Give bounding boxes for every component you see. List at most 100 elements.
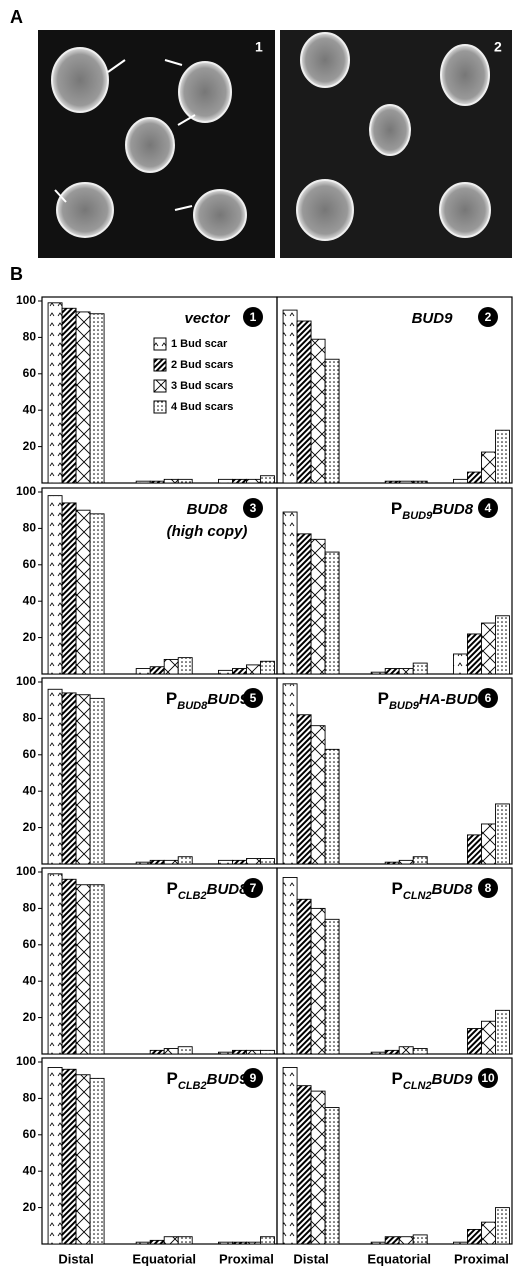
y-tick-label: 40 [23, 1163, 37, 1177]
bar [177, 478, 193, 484]
bar [481, 1020, 496, 1055]
y-tick-label: 100 [16, 1054, 36, 1068]
bar [495, 429, 510, 484]
bar [75, 509, 91, 675]
legend-label: 2 Bud scars [171, 359, 233, 371]
chart-title: BUD9 [412, 310, 453, 327]
bar [231, 478, 247, 484]
bar [310, 907, 326, 1055]
bar [163, 1048, 179, 1055]
panel-number: 6 [485, 691, 492, 705]
bar [75, 884, 91, 1055]
bar [61, 502, 77, 675]
title-subscript: CLB2 [178, 890, 207, 902]
bar [89, 1077, 105, 1245]
bar [412, 1048, 428, 1055]
bar [481, 451, 496, 484]
bar [217, 478, 233, 484]
panel-number-badge [478, 307, 498, 327]
chart-title: PCLN2BUD8 [392, 879, 474, 901]
bar [398, 1236, 414, 1245]
bar [453, 478, 468, 484]
y-tick-label: 20 [23, 1200, 37, 1214]
legend-swatch [153, 379, 167, 393]
bar [282, 877, 298, 1055]
bar [47, 873, 63, 1055]
chart-title: PBUD9BUD8 [391, 499, 474, 521]
title-subscript: CLN2 [403, 890, 432, 902]
chart-title: BUD8 [187, 501, 228, 518]
title-main: HA-BUD8 [419, 691, 487, 708]
y-tick-label: 80 [23, 1091, 37, 1105]
bar [217, 1241, 233, 1245]
panel-number-badge [243, 307, 263, 327]
bar [495, 1009, 510, 1055]
bar [135, 1241, 151, 1245]
y-tick-label: 60 [23, 557, 37, 571]
bar [384, 668, 400, 675]
bar [260, 660, 275, 675]
bar [149, 859, 165, 865]
bar [481, 1221, 496, 1245]
title-main: BUD9 [412, 310, 453, 327]
bar [177, 657, 193, 675]
chart-title: PBUD9HA-BUD8 [378, 689, 487, 711]
bar [495, 615, 510, 675]
x-tick-label: Distal [58, 1251, 93, 1266]
title-main: BUD8 [432, 501, 473, 518]
panel-number: 3 [250, 501, 257, 515]
x-tick-label: Proximal [219, 1251, 274, 1266]
y-tick-label: 20 [23, 630, 37, 644]
legend-swatch [153, 337, 167, 351]
bar [324, 748, 340, 865]
y-tick-label: 80 [23, 901, 37, 915]
title-subscript: BUD8 [177, 700, 208, 712]
bar [384, 1236, 400, 1245]
bar [412, 1234, 428, 1245]
chart-title: PCLN2BUD9 [392, 1069, 474, 1091]
legend-label: 4 Bud scars [171, 401, 233, 413]
bar [296, 714, 312, 865]
bar [324, 358, 340, 484]
title-main: BUD9 [207, 691, 248, 708]
bar [217, 669, 233, 675]
panel-number-badge [243, 498, 263, 518]
bar [149, 666, 165, 675]
bar [135, 668, 151, 675]
y-tick-label: 40 [23, 973, 37, 987]
bar [135, 480, 151, 484]
panel-number-badge [243, 688, 263, 708]
bar [47, 495, 63, 675]
bar [61, 692, 77, 865]
bar [310, 338, 326, 484]
bar [384, 480, 400, 484]
image-label: 2 [494, 39, 502, 55]
bar [384, 861, 400, 865]
chart-title: vector [184, 310, 230, 327]
bar [398, 480, 414, 484]
bar [370, 671, 386, 675]
title-main: vector [184, 310, 230, 327]
bar [495, 803, 510, 865]
bar [260, 475, 275, 484]
y-tick-label: 40 [23, 593, 37, 607]
y-tick-label: 40 [23, 783, 37, 797]
bar [89, 313, 105, 484]
title-main: BUD8 [187, 501, 228, 518]
chart-subtitle: (high copy) [167, 523, 248, 540]
bar [245, 1049, 261, 1055]
panel-number-badge [243, 1068, 263, 1088]
y-tick-label: 20 [23, 1010, 37, 1024]
bar [296, 1085, 312, 1245]
bar [310, 725, 326, 865]
panel-number: 10 [481, 1071, 495, 1085]
y-tick-label: 80 [23, 521, 37, 535]
bar [467, 834, 482, 865]
bar [231, 859, 247, 865]
panel-number-badge [478, 688, 498, 708]
y-tick-label: 100 [16, 864, 36, 878]
chart-title: PCLB2BUD8 [167, 879, 249, 901]
bar [231, 668, 247, 675]
